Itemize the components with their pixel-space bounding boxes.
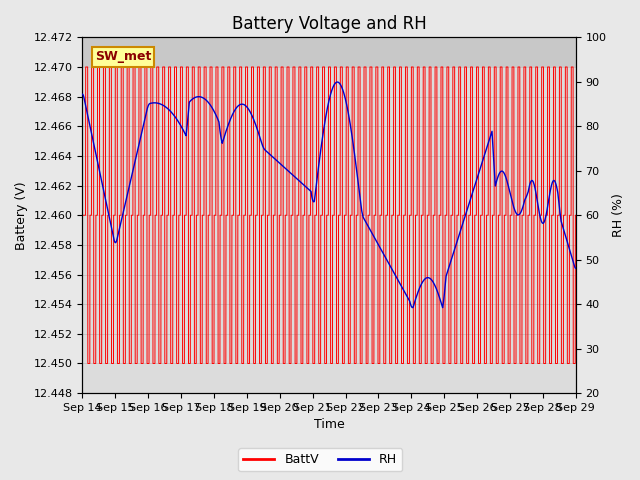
- Y-axis label: Battery (V): Battery (V): [15, 181, 28, 250]
- Line: BattV: BattV: [83, 67, 576, 363]
- Title: Battery Voltage and RH: Battery Voltage and RH: [232, 15, 426, 33]
- BattV: [79, 212, 86, 218]
- RH: [135, 143, 143, 148]
- RH: [439, 305, 447, 311]
- BattV: [135, 64, 143, 70]
- X-axis label: Time: Time: [314, 419, 344, 432]
- Line: RH: RH: [83, 82, 576, 308]
- BattV: [509, 64, 517, 70]
- Legend: BattV, RH: BattV, RH: [238, 448, 402, 471]
- RH: [164, 106, 172, 112]
- BattV: [289, 64, 297, 70]
- RH: [563, 236, 570, 242]
- BattV: [82, 64, 90, 70]
- BattV: [84, 360, 92, 366]
- BattV: [563, 64, 570, 70]
- Text: SW_met: SW_met: [95, 50, 151, 63]
- RH: [572, 265, 580, 271]
- BattV: [164, 212, 172, 218]
- RH: [509, 203, 517, 208]
- Bar: [83, 37, 576, 67]
- RH: [268, 153, 275, 159]
- RH: [289, 172, 297, 178]
- RH: [79, 91, 86, 97]
- BattV: [268, 360, 276, 366]
- BattV: [572, 212, 580, 218]
- Y-axis label: RH (%): RH (%): [612, 193, 625, 237]
- RH: [333, 79, 341, 85]
